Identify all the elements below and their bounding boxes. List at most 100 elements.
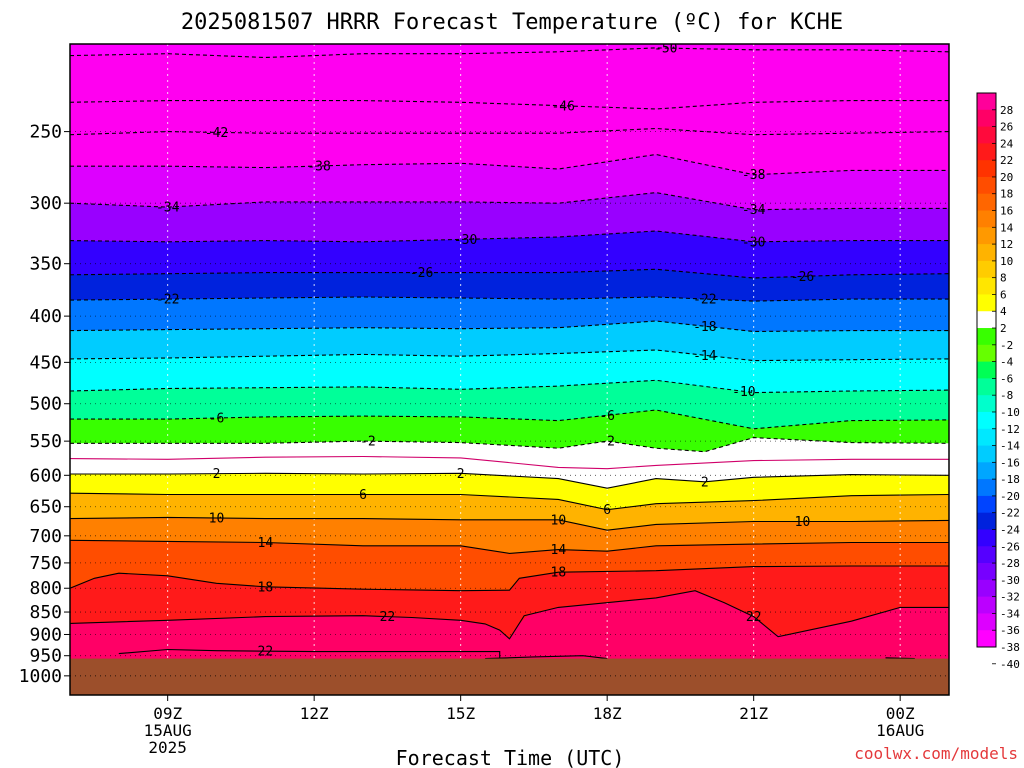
x-tick-label: 12Z: [300, 704, 329, 723]
isotherm-label: -6: [209, 411, 225, 426]
colorbar-label: -6: [1000, 372, 1013, 385]
colorbar-swatch: [977, 378, 996, 396]
x-axis-label: Forecast Time (UTC): [396, 746, 625, 768]
isotherm-label: 22: [380, 610, 396, 625]
y-tick-label: 850: [29, 602, 62, 623]
y-tick-label: 900: [29, 624, 62, 645]
colorbar-swatch: [977, 277, 996, 295]
y-tick-label: 750: [29, 553, 62, 574]
isotherm-label: 14: [258, 536, 274, 551]
colorbar-label: 28: [1000, 104, 1013, 117]
x-tick-label: 15Z: [446, 704, 475, 723]
colorbar-swatch: [977, 294, 996, 312]
isotherm-label: -42: [205, 126, 228, 141]
colorbar-swatch: [977, 546, 996, 564]
colorbar-swatch: [977, 462, 996, 480]
isotherm-label: -2: [599, 435, 615, 450]
isotherm-label: -22: [156, 293, 179, 308]
isotherm-label: -10: [732, 385, 755, 400]
isotherm-22-21: [485, 655, 608, 660]
isotherm-label: -30: [454, 233, 477, 248]
colorbar-label: 26: [1000, 121, 1013, 134]
y-tick-label: 450: [29, 352, 62, 373]
y-tick-label: 950: [29, 646, 62, 667]
isotherm-label: 18: [258, 580, 274, 595]
colorbar-swatch: [977, 311, 996, 329]
pressure-axis: 2503003504004505005506006507007508008509…: [19, 122, 70, 687]
colorbar-swatch: [977, 328, 996, 346]
isotherm-label: 2: [213, 467, 221, 482]
isotherm-18-18: [70, 565, 949, 592]
colorbar-label: 22: [1000, 154, 1013, 167]
grid-lines: [70, 44, 949, 695]
y-tick-label: 400: [29, 306, 62, 327]
colorbar-label: 10: [1000, 255, 1013, 268]
isotherm-label: -50: [654, 42, 677, 57]
y-tick-label: 1000: [19, 666, 62, 687]
colorbar-label: -2: [1000, 339, 1013, 352]
colorbar-label: -24: [1000, 523, 1020, 536]
isotherm-label: -34: [156, 201, 180, 216]
colorbar-swatch: [977, 193, 996, 211]
isotherm-label: -30: [742, 235, 765, 250]
x-tick-label: 09Z: [153, 704, 182, 723]
colorbar-swatch: [977, 395, 996, 413]
isotherm-14-17: [70, 539, 949, 554]
colorbar-swatch: [977, 344, 996, 363]
isotherm-label: 22: [258, 645, 274, 660]
colorbar-label: -10: [1000, 406, 1020, 419]
colorbar-label: -40: [1000, 658, 1020, 671]
colorbar-swatch: [977, 563, 996, 581]
isotherm-label: -38: [307, 160, 330, 175]
isotherm-label: -6: [599, 409, 615, 424]
isotherm-label: 10: [551, 513, 567, 528]
colorbar-label: 6: [1000, 288, 1007, 301]
isotherm-22-20: [118, 648, 501, 658]
isotherm-label: -34: [742, 203, 766, 218]
colorbar-swatch: [977, 411, 996, 430]
colorbar-swatch: [977, 361, 996, 379]
x-tick-label: 21Z: [739, 704, 768, 723]
y-tick-label: 800: [29, 578, 62, 599]
colorbar-label: 20: [1000, 171, 1013, 184]
y-tick-label: 350: [29, 254, 62, 275]
isotherm-label: 2: [457, 467, 465, 482]
x-tick-label: 2025: [148, 738, 187, 757]
colorbar-swatch: [977, 210, 996, 228]
colorbar-swatch: [977, 109, 996, 127]
isotherm-label: 22: [746, 610, 762, 625]
colorbar-label: -26: [1000, 540, 1020, 553]
x-tick-label: 15AUG: [144, 721, 192, 740]
y-tick-label: 700: [29, 526, 62, 547]
colorbar-label: -16: [1000, 456, 1020, 469]
isotherm-label: 14: [551, 543, 567, 558]
x-tick-label: 18Z: [593, 704, 622, 723]
colorbar-label: -12: [1000, 423, 1020, 436]
colorbar-label: -28: [1000, 557, 1020, 570]
colorbar-swatch: [977, 529, 996, 547]
colorbar-label: 18: [1000, 188, 1013, 201]
colorbar-swatch: [977, 160, 996, 178]
colorbar-label: 8: [1000, 272, 1007, 285]
colorbar-label: -38: [1000, 641, 1020, 654]
isotherm--6-11: [70, 409, 949, 430]
colorbar-swatch: [977, 495, 996, 514]
isotherm-label: -26: [410, 266, 433, 281]
colorbar-swatch: [977, 176, 996, 195]
colorbar-label: -34: [1000, 607, 1020, 620]
isotherm-label: -14: [693, 349, 717, 364]
y-tick-label: 250: [29, 122, 62, 143]
colorbar-swatch: [977, 579, 996, 598]
temperature-fill-bands: [70, 44, 949, 695]
chart-title: 2025081507 HRRR Forecast Temperature (ºC…: [181, 10, 843, 35]
x-tick-label: 00Z: [886, 704, 915, 723]
isotherm-label: 6: [603, 503, 611, 518]
colorbar-label: 24: [1000, 137, 1014, 150]
colorbar-swatch: [977, 428, 996, 446]
colorbar-label: 14: [1000, 221, 1014, 234]
y-tick-label: 300: [29, 193, 62, 214]
colorbar-swatch: [977, 479, 996, 497]
isotherm--2-12: [70, 437, 949, 453]
isotherm-contours: -50-46-42-38-38-34 -34-30 -30-26 -26-22 -22-…: [70, 42, 949, 660]
isotherm-6-15: [70, 492, 949, 511]
